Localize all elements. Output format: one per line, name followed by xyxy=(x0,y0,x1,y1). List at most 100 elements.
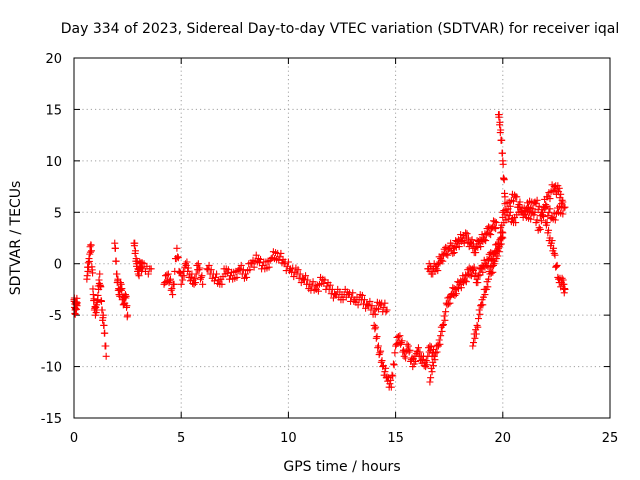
data-point xyxy=(473,275,481,283)
data-point xyxy=(165,279,173,287)
data-point xyxy=(113,270,121,278)
data-point xyxy=(560,204,568,212)
data-point xyxy=(555,184,563,192)
data-point xyxy=(135,272,143,280)
data-point xyxy=(476,310,484,318)
data-point xyxy=(205,261,213,269)
data-point xyxy=(506,208,514,216)
data-point xyxy=(277,249,285,257)
data-point xyxy=(437,332,445,340)
data-point xyxy=(406,346,414,354)
data-point xyxy=(396,332,404,340)
data-point xyxy=(496,241,504,249)
data-point xyxy=(412,357,420,365)
y-tick-label: -15 xyxy=(41,412,62,427)
data-point xyxy=(168,285,176,293)
data-point xyxy=(451,291,459,299)
data-point xyxy=(449,249,457,257)
data-point xyxy=(375,351,383,359)
data-point xyxy=(434,342,442,350)
x-tick-label: 10 xyxy=(280,431,297,446)
data-point xyxy=(118,285,126,293)
y-tick-label: -5 xyxy=(49,309,62,324)
data-point xyxy=(561,285,569,293)
data-point xyxy=(498,149,506,157)
data-point xyxy=(376,349,384,357)
data-point xyxy=(194,260,202,268)
data-point xyxy=(429,362,437,370)
data-point xyxy=(469,342,477,350)
data-point xyxy=(430,352,438,360)
data-point xyxy=(389,372,397,380)
data-point xyxy=(179,276,187,284)
data-point xyxy=(444,300,452,308)
data-point xyxy=(550,249,558,257)
series-seg-k xyxy=(495,111,509,201)
data-point xyxy=(472,249,480,257)
data-point xyxy=(84,267,92,275)
data-point xyxy=(558,274,566,282)
data-point xyxy=(213,270,221,278)
data-point xyxy=(196,264,204,272)
data-point xyxy=(377,347,385,355)
data-point xyxy=(403,340,411,348)
y-tick-label: 20 xyxy=(45,52,62,67)
data-point xyxy=(422,357,430,365)
data-point xyxy=(496,118,504,126)
y-axis-label: SDTVAR / TECUs xyxy=(8,181,24,296)
data-point xyxy=(83,272,91,280)
data-point xyxy=(304,276,312,284)
data-point xyxy=(174,254,182,262)
data-point xyxy=(545,208,553,216)
data-point xyxy=(117,280,125,288)
data-point xyxy=(495,244,503,252)
data-point xyxy=(88,247,96,255)
data-point xyxy=(402,354,410,362)
data-point xyxy=(404,342,412,350)
data-point xyxy=(543,219,551,227)
y-tick-labels: -15 -10 -5 0 5 10 15 20 xyxy=(41,52,62,427)
data-point xyxy=(195,266,203,274)
data-point xyxy=(386,380,394,388)
data-point xyxy=(442,308,450,316)
data-point xyxy=(439,321,447,329)
data-point xyxy=(391,349,399,357)
data-point xyxy=(177,280,185,288)
data-point xyxy=(191,274,199,282)
data-point xyxy=(192,270,200,278)
data-point xyxy=(100,321,108,329)
data-point xyxy=(302,272,310,280)
data-point xyxy=(461,277,469,285)
data-point xyxy=(431,356,439,364)
data-point xyxy=(477,243,485,251)
data-point xyxy=(513,193,521,201)
data-point xyxy=(427,374,435,382)
data-point xyxy=(397,340,405,348)
data-point xyxy=(527,215,535,223)
data-point xyxy=(197,273,205,281)
data-point xyxy=(116,279,124,287)
data-point xyxy=(381,368,389,376)
data-point xyxy=(397,339,405,347)
data-point xyxy=(482,261,490,269)
data-point xyxy=(439,257,447,265)
data-point xyxy=(533,216,541,224)
data-point xyxy=(552,262,560,270)
data-point xyxy=(464,234,472,242)
data-point xyxy=(294,266,302,274)
data-point xyxy=(463,230,471,238)
data-point xyxy=(481,291,489,299)
data-point xyxy=(167,286,175,294)
data-point xyxy=(374,342,382,350)
data-point xyxy=(559,210,567,218)
data-point xyxy=(190,280,198,288)
x-tick-label: 25 xyxy=(602,431,619,446)
data-point xyxy=(498,136,506,144)
data-point xyxy=(112,257,120,265)
data-point xyxy=(296,270,304,278)
data-point xyxy=(551,251,559,259)
data-point xyxy=(387,376,395,384)
data-point xyxy=(491,218,499,226)
data-point xyxy=(501,193,509,201)
data-point xyxy=(540,213,548,221)
